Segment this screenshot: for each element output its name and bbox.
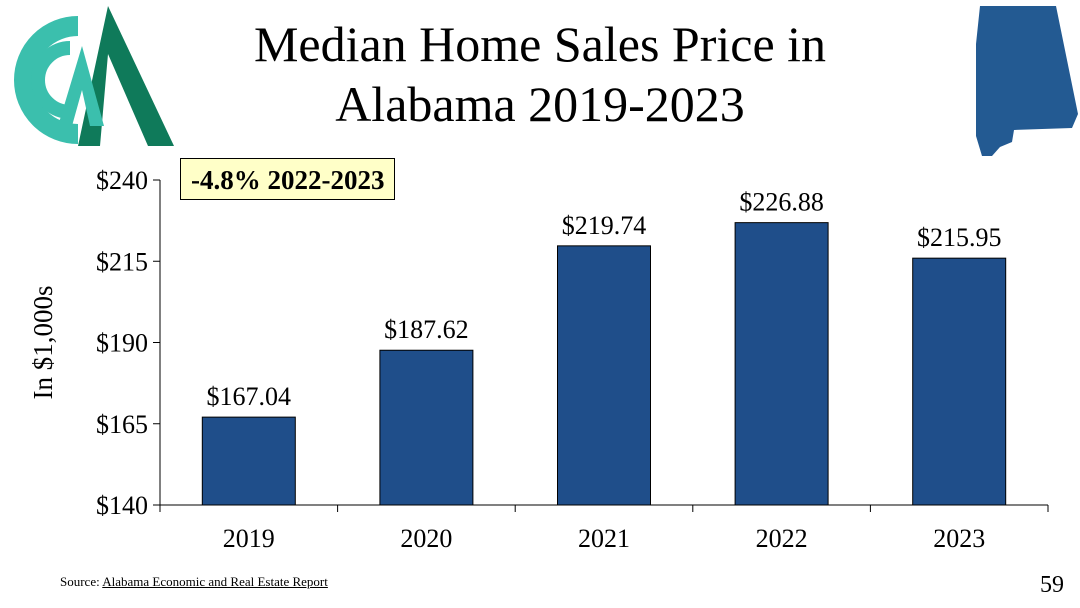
bar-2023 [912, 257, 1007, 506]
logo [8, 6, 178, 161]
page-number: 59 [1040, 572, 1064, 598]
bar-2021 [557, 245, 651, 506]
value-label-2020: $187.62 [384, 315, 469, 344]
x-tick-label-2023: 2023 [933, 524, 985, 553]
y-axis-title: In $1,000s [28, 286, 58, 400]
bar-2019 [201, 416, 296, 506]
y-tick-label: $140 [96, 491, 148, 520]
x-tick-label-2019: 2019 [223, 524, 275, 553]
y-tick-label: $215 [96, 247, 148, 276]
x-tick-label-2021: 2021 [578, 524, 630, 553]
y-tick-label: $165 [96, 410, 148, 439]
x-tick-label-2020: 2020 [400, 524, 452, 553]
source-note: Source: Alabama Economic and Real Estate… [60, 574, 328, 590]
value-label-2019: $167.04 [207, 382, 292, 411]
page-title: Median Home Sales Price in Alabama 2019-… [190, 14, 890, 134]
x-tick-label-2022: 2022 [756, 524, 808, 553]
title-line-1: Median Home Sales Price in [253, 16, 827, 72]
value-label-2023: $215.95 [917, 223, 1002, 252]
source-prefix: Source: [60, 574, 103, 589]
value-label-2021: $219.74 [562, 211, 647, 240]
value-label-2022: $226.88 [739, 188, 824, 217]
source-link[interactable]: Alabama Economic and Real Estate Report [102, 574, 328, 589]
bar-2022 [734, 222, 829, 506]
bar-2020 [379, 349, 474, 506]
title-line-2: Alabama 2019-2023 [335, 76, 745, 132]
change-badge: -4.8% 2022-2023 [180, 158, 396, 200]
y-tick-label: $240 [96, 166, 148, 195]
y-tick-label: $190 [96, 329, 148, 358]
alabama-state-icon [970, 4, 1080, 164]
